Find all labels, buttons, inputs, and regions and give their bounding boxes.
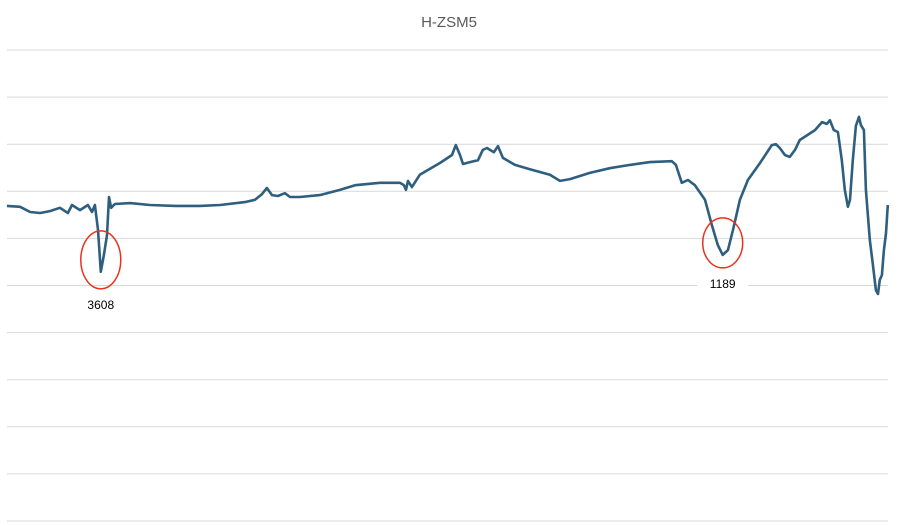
- annotations: 3608 1189: [75, 217, 748, 313]
- chart-title: H-ZSM5: [421, 14, 477, 31]
- gridlines: [7, 49, 888, 522]
- annotation-label: 1189: [710, 277, 736, 291]
- annotation-circle: [701, 217, 744, 269]
- annotation-circle: [80, 230, 122, 290]
- annotation-label: 3608: [87, 298, 114, 312]
- annotation-label-bg: [75, 295, 126, 313]
- annotation-label-bg: [697, 274, 748, 292]
- series-line: [6, 115, 890, 296]
